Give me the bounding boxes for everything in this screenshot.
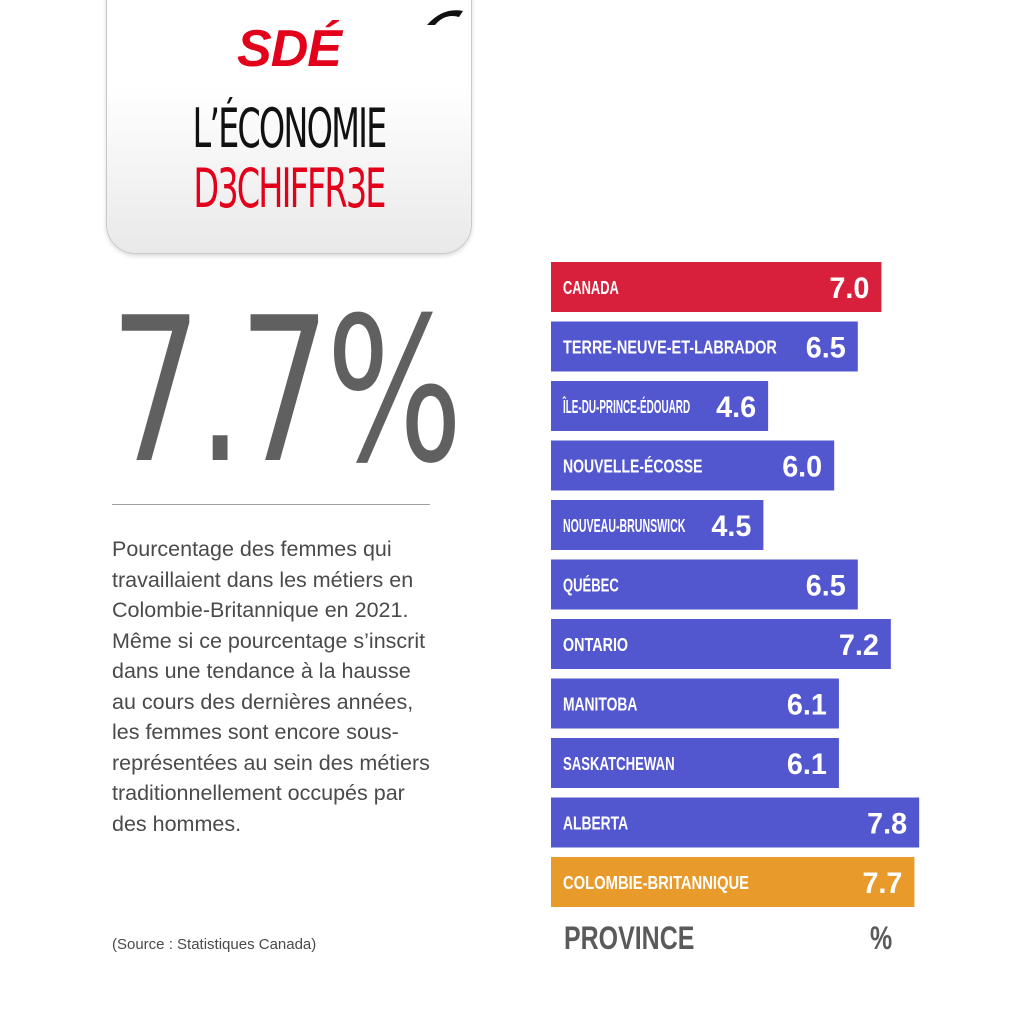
bar-value-saskatchewan: 6.1 bbox=[787, 748, 827, 781]
bar-label-canada: CANADA bbox=[563, 278, 619, 298]
bar-label-colombie-britannique: COLOMBIE-BRITANNIQUE bbox=[563, 873, 749, 893]
bar-label-quebec: QUÉBEC bbox=[563, 575, 619, 596]
bar-value-manitoba: 6.1 bbox=[787, 689, 827, 722]
bar-value-alberta: 7.8 bbox=[867, 808, 907, 841]
bar-label-nouveau-brunswick: NOUVEAU-BRUNSWICK bbox=[563, 516, 685, 536]
bar-label-ontario: ONTARIO bbox=[563, 635, 628, 655]
bar-ontario bbox=[551, 619, 891, 669]
bar-ile-du-prince-edouard bbox=[551, 381, 769, 431]
header-card: SDÉ L’ÉCONOMIE D3CHIFFR3E bbox=[106, 0, 472, 254]
bar-value-terre-neuve-et-labrador: 6.5 bbox=[806, 332, 846, 365]
bar-manitoba bbox=[551, 678, 839, 729]
bar-saskatchewan bbox=[551, 738, 839, 788]
bar-label-ile-du-prince-edouard: ÎLE-DU-PRINCE-ÉDOUARD bbox=[562, 396, 690, 417]
title-line-2: D3CHIFFR3E bbox=[193, 157, 386, 220]
bar-value-nouvelle-ecosse: 6.0 bbox=[782, 451, 822, 484]
bar-colombie-britannique bbox=[551, 857, 915, 907]
bar-nouvelle-ecosse bbox=[551, 440, 835, 491]
bar-value-colombie-britannique: 7.7 bbox=[862, 867, 902, 900]
bar-terre-neuve-et-labrador bbox=[551, 321, 858, 372]
bar-label-manitoba: MANITOBA bbox=[563, 695, 637, 715]
bar-value-ile-du-prince-edouard: 4.6 bbox=[716, 391, 756, 424]
y-axis-label: % bbox=[870, 920, 893, 956]
title-line-1: L’ÉCONOMIE bbox=[192, 97, 388, 160]
header-logo-area bbox=[107, 0, 471, 88]
bar-label-alberta: ALBERTA bbox=[563, 814, 628, 834]
bar-canada bbox=[551, 262, 882, 312]
bar-quebec bbox=[551, 559, 858, 610]
header-title-area bbox=[107, 87, 471, 253]
sde-logo: SDÉ bbox=[237, 20, 342, 78]
bar-alberta bbox=[551, 797, 920, 848]
bar-nouveau-brunswick bbox=[551, 500, 764, 550]
source-note: (Source : Statistiques Canada) bbox=[112, 936, 317, 953]
bar-value-ontario: 7.2 bbox=[839, 629, 879, 662]
bar-value-nouveau-brunswick: 4.5 bbox=[711, 510, 751, 543]
x-axis-label: PROVINCE bbox=[564, 920, 695, 956]
bar-label-saskatchewan: SASKATCHEWAN bbox=[563, 754, 675, 774]
divider bbox=[112, 504, 430, 505]
bar-label-terre-neuve-et-labrador: TERRE-NEUVE-ET-LABRADOR bbox=[563, 338, 777, 358]
bar-value-canada: 7.0 bbox=[829, 272, 869, 305]
bar-label-nouvelle-ecosse: NOUVELLE-ÉCOSSE bbox=[563, 456, 703, 477]
bar-value-quebec: 6.5 bbox=[806, 570, 846, 603]
description-text: Pourcentage des femmes qui travaillaient… bbox=[112, 537, 430, 836]
logo-swoosh-icon bbox=[427, 10, 463, 25]
